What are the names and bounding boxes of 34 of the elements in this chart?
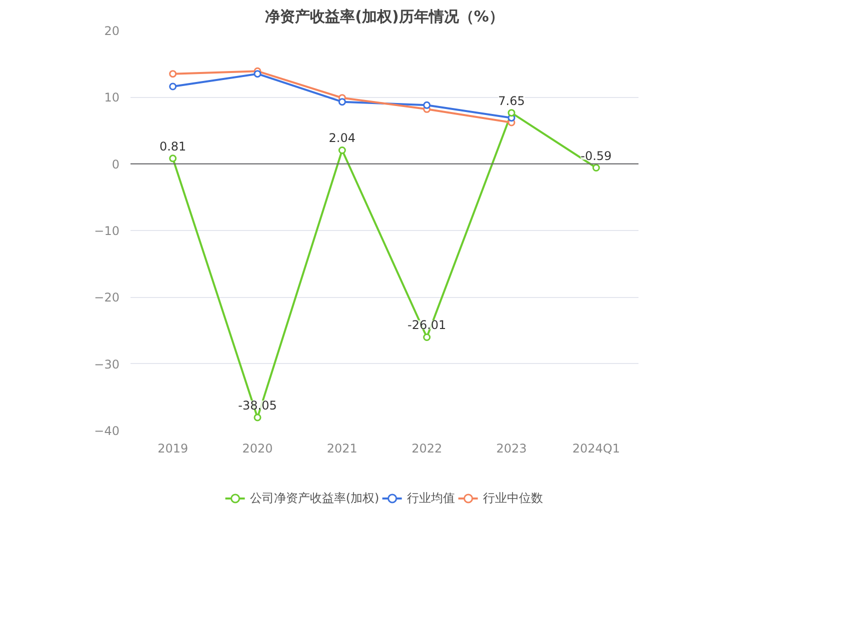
data-label: 0.81	[159, 139, 186, 154]
legend-label: 行业中位数	[483, 490, 544, 506]
point	[423, 101, 431, 109]
y-tick-label: −20	[94, 290, 120, 305]
y-tick-label: −40	[94, 424, 120, 438]
point	[254, 70, 262, 78]
point	[169, 70, 177, 78]
point	[338, 146, 346, 154]
x-tick-label: 2021	[326, 442, 358, 456]
legend-label: 行业均值	[407, 490, 456, 506]
data-label: 2.04	[328, 131, 356, 146]
data-label: -38.05	[238, 398, 277, 412]
chart-title: 净资产收益率(加权)历年情况（%）	[265, 8, 504, 26]
x-tick-label: 2019	[158, 442, 188, 456]
point	[169, 154, 177, 162]
y-tick-label: 20	[104, 24, 120, 38]
data-label: -26.01	[407, 318, 446, 332]
y-tick-label: 0	[112, 157, 120, 172]
y-tick-label: −10	[94, 224, 120, 238]
y-tick-label: 10	[104, 90, 120, 105]
point	[254, 414, 262, 422]
point	[423, 333, 431, 341]
x-tick-label: 2023	[496, 442, 527, 456]
point	[508, 109, 516, 117]
data-label: -0.59	[580, 148, 612, 163]
y-tick-label: −30	[94, 357, 120, 372]
data-label: 7.65	[498, 94, 525, 108]
x-tick-label: 2020	[242, 442, 273, 456]
x-tick-label: 2022	[412, 442, 442, 456]
point	[169, 82, 177, 90]
point	[338, 98, 346, 106]
legend-label: 公司净资产收益率(加权)	[250, 490, 380, 506]
point	[592, 164, 600, 172]
x-tick-label: 2024Q1	[572, 442, 620, 456]
